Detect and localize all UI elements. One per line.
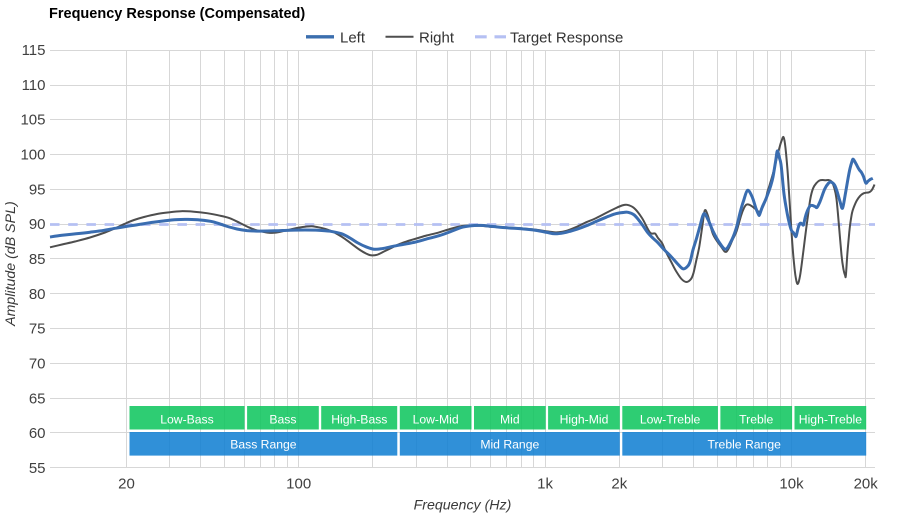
svg-text:Mid Range: Mid Range <box>480 438 539 452</box>
svg-text:85: 85 <box>29 251 46 268</box>
svg-text:Amplitude (dB SPL): Amplitude (dB SPL) <box>3 201 19 327</box>
svg-text:Frequency (Hz): Frequency (Hz) <box>414 498 512 514</box>
svg-text:65: 65 <box>29 390 46 407</box>
svg-text:Right: Right <box>419 30 455 47</box>
svg-text:105: 105 <box>20 112 45 129</box>
svg-text:110: 110 <box>22 77 46 94</box>
svg-text:60: 60 <box>29 425 46 442</box>
svg-text:115: 115 <box>22 42 46 59</box>
svg-text:20k: 20k <box>854 476 879 493</box>
svg-text:55: 55 <box>29 460 46 477</box>
svg-text:100: 100 <box>286 476 311 493</box>
svg-text:Low-Bass: Low-Bass <box>160 413 214 427</box>
svg-text:Target Response: Target Response <box>510 30 623 47</box>
svg-text:High-Mid: High-Mid <box>560 413 609 427</box>
svg-text:90: 90 <box>29 216 46 233</box>
svg-text:Mid: Mid <box>500 413 520 427</box>
svg-text:70: 70 <box>29 356 46 373</box>
svg-text:75: 75 <box>29 321 46 338</box>
svg-text:Treble Range: Treble Range <box>707 438 781 452</box>
svg-text:Bass: Bass <box>269 413 296 427</box>
svg-text:20: 20 <box>118 476 135 493</box>
svg-text:High-Bass: High-Bass <box>331 413 387 427</box>
svg-text:100: 100 <box>20 147 45 164</box>
svg-text:Left: Left <box>340 30 366 47</box>
svg-text:1k: 1k <box>537 476 553 493</box>
svg-text:Frequency Response (Compensate: Frequency Response (Compensated) <box>49 6 305 22</box>
svg-text:High-Treble: High-Treble <box>799 413 862 427</box>
svg-text:80: 80 <box>29 286 46 303</box>
svg-text:Treble: Treble <box>739 413 773 427</box>
svg-text:2k: 2k <box>611 476 627 493</box>
svg-text:95: 95 <box>29 181 46 198</box>
svg-text:Low-Mid: Low-Mid <box>413 413 459 427</box>
svg-text:Low-Treble: Low-Treble <box>640 413 701 427</box>
svg-text:10k: 10k <box>779 476 804 493</box>
svg-text:Bass Range: Bass Range <box>230 438 297 452</box>
